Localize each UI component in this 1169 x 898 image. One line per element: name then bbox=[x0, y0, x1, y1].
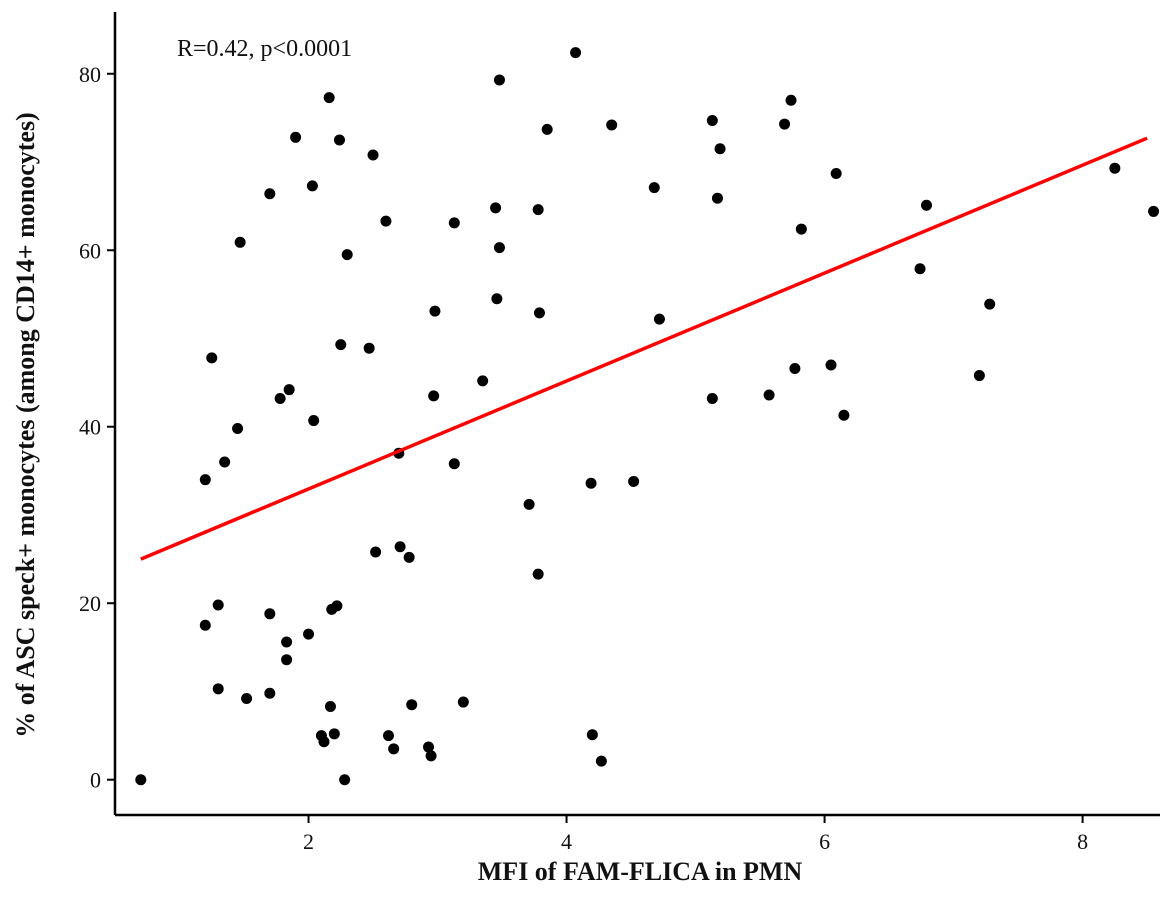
y-tick-label: 0 bbox=[90, 768, 101, 793]
data-point bbox=[264, 687, 276, 699]
data-point bbox=[264, 608, 276, 620]
data-point bbox=[406, 699, 418, 711]
data-point bbox=[318, 736, 330, 748]
x-tick-label: 4 bbox=[561, 829, 572, 854]
data-point bbox=[491, 293, 503, 305]
y-axis-title: % of ASC speck+ monocytes (among CD14+ m… bbox=[11, 112, 40, 737]
data-point bbox=[429, 305, 441, 317]
correlation-annotation: R=0.42, p<0.0001 bbox=[177, 36, 352, 62]
data-point bbox=[648, 182, 660, 194]
data-point bbox=[135, 774, 147, 786]
data-point bbox=[339, 774, 351, 786]
data-point bbox=[532, 204, 544, 216]
data-point bbox=[290, 131, 302, 143]
data-point bbox=[306, 180, 318, 192]
x-tick-label: 6 bbox=[819, 829, 830, 854]
y-tick-label: 20 bbox=[79, 591, 101, 616]
y-tick-label: 80 bbox=[79, 62, 101, 87]
plot-area bbox=[135, 47, 1160, 786]
data-point bbox=[789, 362, 801, 374]
data-point bbox=[206, 352, 218, 364]
x-tick-label: 2 bbox=[303, 829, 314, 854]
data-point bbox=[428, 390, 440, 402]
data-point bbox=[331, 600, 343, 612]
data-point bbox=[423, 741, 434, 753]
data-point bbox=[383, 730, 395, 742]
data-point bbox=[714, 143, 726, 155]
data-point bbox=[212, 599, 224, 611]
data-point bbox=[795, 223, 807, 235]
data-point bbox=[219, 456, 231, 468]
data-point bbox=[425, 750, 437, 762]
data-point bbox=[363, 342, 375, 354]
data-point bbox=[920, 199, 932, 211]
data-point bbox=[448, 217, 460, 229]
data-point bbox=[281, 654, 293, 666]
data-point bbox=[838, 409, 850, 421]
data-point bbox=[779, 118, 791, 130]
data-point bbox=[281, 636, 293, 648]
data-point bbox=[706, 115, 718, 127]
data-point bbox=[323, 92, 335, 104]
data-point bbox=[341, 249, 353, 261]
data-point bbox=[457, 696, 469, 708]
data-point bbox=[333, 134, 345, 146]
data-point bbox=[212, 683, 224, 695]
data-point bbox=[199, 619, 211, 631]
data-point bbox=[493, 242, 505, 254]
data-point bbox=[586, 729, 598, 741]
data-point bbox=[711, 192, 723, 204]
data-point bbox=[394, 541, 406, 553]
data-point bbox=[477, 375, 489, 387]
data-point bbox=[532, 568, 544, 580]
data-point bbox=[585, 477, 597, 489]
data-point bbox=[303, 628, 315, 640]
data-point bbox=[241, 693, 253, 705]
data-point bbox=[367, 149, 379, 161]
y-tick-label: 60 bbox=[79, 238, 101, 263]
data-point bbox=[973, 370, 985, 382]
data-point bbox=[324, 700, 336, 712]
data-point bbox=[380, 215, 392, 227]
data-point bbox=[706, 392, 718, 404]
data-point bbox=[403, 551, 415, 563]
x-tick-label: 8 bbox=[1077, 829, 1088, 854]
data-point bbox=[914, 263, 926, 275]
data-point bbox=[1109, 162, 1121, 174]
data-point bbox=[283, 384, 295, 396]
data-point bbox=[653, 313, 665, 325]
data-point bbox=[595, 755, 607, 767]
regression-line bbox=[140, 136, 1148, 561]
data-point bbox=[328, 728, 340, 740]
data-point bbox=[830, 167, 842, 179]
data-point bbox=[234, 236, 246, 248]
data-point bbox=[825, 359, 837, 371]
data-point bbox=[308, 415, 320, 427]
data-point bbox=[370, 546, 382, 558]
data-point bbox=[448, 458, 460, 470]
data-point bbox=[264, 188, 276, 200]
data-point bbox=[493, 74, 505, 86]
data-point bbox=[541, 123, 553, 135]
x-ticks: 2 4 6 8 bbox=[303, 815, 1088, 854]
data-point bbox=[984, 298, 996, 310]
data-point bbox=[388, 743, 400, 755]
x-axis-title: MFI of FAM-FLICA in PMN bbox=[478, 857, 803, 886]
data-point bbox=[606, 119, 618, 131]
data-point bbox=[232, 423, 244, 435]
data-point bbox=[533, 307, 545, 319]
data-point bbox=[1148, 205, 1160, 217]
data-point bbox=[199, 474, 211, 486]
data-point bbox=[628, 475, 640, 487]
data-point bbox=[274, 392, 286, 404]
y-tick-label: 40 bbox=[79, 415, 101, 440]
data-point bbox=[763, 389, 775, 401]
data-point bbox=[335, 339, 347, 351]
data-point bbox=[490, 202, 502, 214]
y-ticks: 0 20 40 60 80 bbox=[79, 62, 115, 793]
data-point bbox=[785, 94, 797, 106]
data-point bbox=[523, 498, 535, 510]
data-point bbox=[570, 47, 582, 59]
